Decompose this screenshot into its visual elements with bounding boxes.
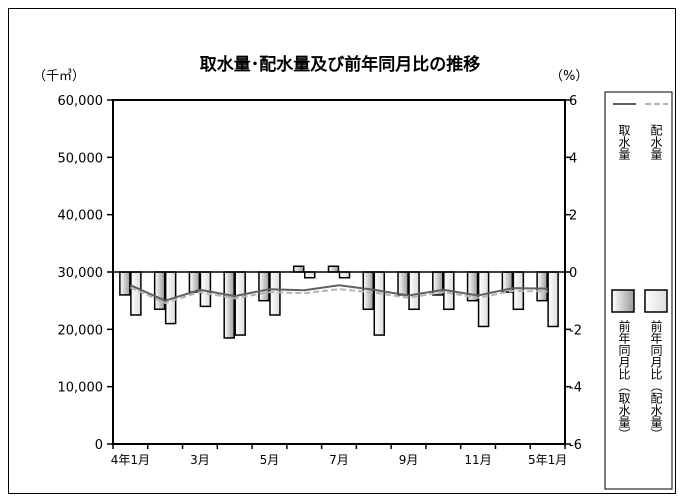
bar-yoy-distribution <box>408 271 420 311</box>
bar-yoy-distribution <box>373 271 386 336</box>
bar-yoy-distribution <box>338 271 351 279</box>
bar-yoy-distribution <box>130 271 142 316</box>
left-tick-label: 40,000 <box>58 209 104 224</box>
bar-yoy-intake <box>362 271 375 311</box>
chart-title: 取水量･配水量及び前年同月比の推移 <box>200 54 481 75</box>
bar-yoy-intake <box>536 271 548 302</box>
bar-yoy-intake <box>397 271 409 296</box>
left-tick-label: 10,000 <box>58 381 104 396</box>
bar-yoy-intake <box>292 265 305 273</box>
legend-label-bar2: 前年同月比（配水量） <box>649 319 663 440</box>
legend-bar-swatch-1 <box>611 289 635 313</box>
line-intake <box>129 284 548 302</box>
bar-yoy-intake <box>153 271 166 311</box>
x-tick-label: 11月 <box>464 453 491 467</box>
bar-yoy-distribution <box>303 271 316 279</box>
left-axis-unit: （千㎥） <box>33 69 85 84</box>
bar-yoy-distribution <box>234 271 246 336</box>
x-tick-label: 7月 <box>329 453 349 467</box>
right-tick-label: 4 <box>569 151 577 166</box>
legend-bar-swatch-2 <box>644 289 668 313</box>
bar-yoy-intake <box>119 271 131 296</box>
bar-yoy-distribution <box>547 271 559 328</box>
right-tick-label: 0 <box>569 266 577 281</box>
x-tick-label: 5年1月 <box>528 453 567 467</box>
left-tick-label: 60,000 <box>58 94 104 109</box>
legend-label-line1: 取水量 <box>617 124 631 160</box>
left-tick-label: 30,000 <box>58 266 104 281</box>
right-tick-label: 6 <box>569 94 577 109</box>
left-tick-label: 0 <box>95 438 103 453</box>
line-distribution <box>129 286 548 305</box>
right-tick-label: -2 <box>569 323 582 338</box>
bar-yoy-distribution <box>269 271 281 316</box>
bar-yoy-distribution <box>477 271 490 328</box>
x-tick-label: 5月 <box>260 453 280 467</box>
right-axis-unit: （%） <box>550 69 588 84</box>
right-tick-label: -6 <box>569 438 582 453</box>
right-tick-label: 2 <box>569 209 577 224</box>
bar-yoy-intake <box>258 271 270 302</box>
right-tick-label: -4 <box>569 381 582 396</box>
bar-yoy-intake <box>327 265 340 273</box>
legend-label-bar1: 前年同月比（取水量） <box>617 319 631 440</box>
x-tick-label: 3月 <box>190 453 210 467</box>
bar-yoy-intake <box>188 271 201 293</box>
x-tick-label: 9月 <box>399 453 419 467</box>
bar-yoy-intake <box>223 271 235 339</box>
legend-label-line2: 配水量 <box>649 124 663 160</box>
left-tick-label: 50,000 <box>58 151 104 166</box>
left-tick-label: 20,000 <box>58 323 104 338</box>
x-tick-label: 4年1月 <box>111 453 150 467</box>
